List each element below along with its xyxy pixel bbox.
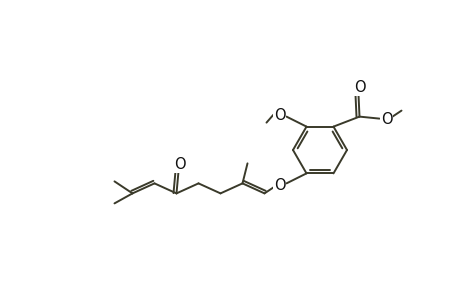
Text: O: O bbox=[353, 80, 364, 95]
Text: O: O bbox=[380, 112, 392, 127]
Text: O: O bbox=[174, 157, 185, 172]
Text: O: O bbox=[273, 108, 285, 123]
Text: O: O bbox=[273, 178, 285, 193]
